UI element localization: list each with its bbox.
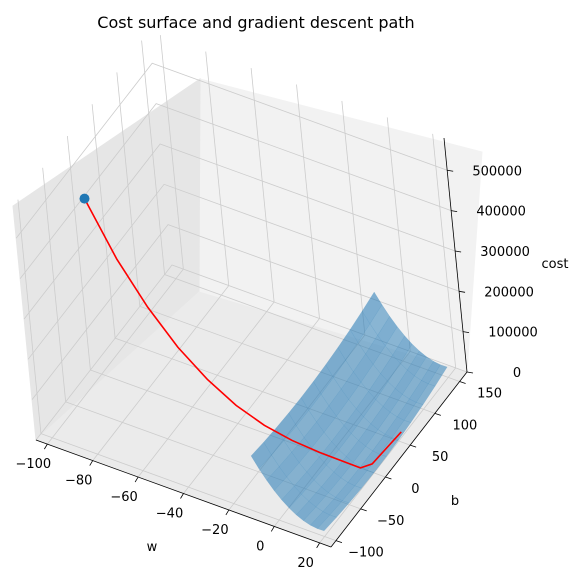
- y-axis-line: [330, 371, 468, 548]
- y-tick-label: −100: [348, 546, 384, 561]
- y-tick: [434, 412, 441, 416]
- surface-facet: [377, 315, 398, 347]
- x-tick-label: 0: [256, 539, 264, 554]
- x-tick: [134, 476, 139, 483]
- surface-facet: [428, 364, 448, 387]
- surface-facet: [392, 335, 413, 364]
- z-tick: [466, 371, 474, 374]
- gradient-path: [83, 198, 402, 469]
- y-tick-label: 50: [432, 450, 449, 465]
- z-tick-label: 500000: [472, 164, 522, 179]
- y-tick: [335, 540, 343, 544]
- tick-marks: [44, 169, 474, 549]
- y-axis-label: b: [451, 494, 459, 509]
- grid-line-z: [19, 103, 452, 279]
- y-tick: [410, 444, 417, 448]
- start-point-marker: [79, 193, 90, 204]
- surface-facet: [361, 291, 383, 325]
- surface-facet: [384, 326, 406, 356]
- x-tick-label: −100: [15, 457, 51, 472]
- grid-line-z: [27, 183, 460, 360]
- z-tick-label: 200000: [484, 285, 534, 300]
- z-tick: [459, 290, 466, 293]
- gradient-path-group: [79, 193, 402, 469]
- x-tick: [316, 542, 320, 549]
- grid-line-z: [23, 143, 456, 320]
- x-tick-label: −20: [201, 523, 228, 538]
- z-tick-label: 400000: [476, 205, 526, 220]
- y-tick: [360, 508, 367, 512]
- chart-title: Cost surface and gradient descent path: [97, 13, 414, 32]
- y-tick-label: −50: [377, 514, 404, 529]
- z-tick-label: 300000: [480, 245, 530, 260]
- z-tick: [447, 169, 454, 172]
- grid-line-z: [15, 62, 448, 239]
- y-tick-label: 0: [411, 482, 419, 497]
- grid-line-z: [31, 224, 464, 400]
- x-axis-label: w: [147, 540, 158, 555]
- y-tick: [459, 381, 466, 384]
- y-tick-label: 100: [452, 418, 477, 433]
- surface-facet: [414, 356, 434, 381]
- z-tick: [455, 250, 462, 253]
- z-tick: [462, 331, 470, 334]
- y-tick-label: 150: [477, 387, 502, 402]
- x-tick-label: −40: [156, 507, 183, 522]
- cost-surface: [250, 291, 448, 532]
- x-tick-label: −80: [65, 474, 92, 489]
- x-tick: [89, 460, 94, 466]
- x-tick: [270, 526, 275, 532]
- x-tick-label: 20: [297, 556, 314, 571]
- z-tick: [451, 210, 458, 213]
- z-tick-label: 100000: [488, 326, 538, 341]
- x-tick: [180, 493, 184, 499]
- x-tick: [225, 509, 230, 516]
- x-tick: [44, 443, 48, 450]
- z-axis-label: cost: [542, 257, 569, 272]
- surface-facet: [421, 361, 441, 385]
- z-tick-label: 0: [513, 366, 521, 381]
- surface-facet: [407, 350, 427, 377]
- x-tick-label: −60: [110, 490, 137, 505]
- tick-labels: −100 −80 −60 −40 −20 0 20 −100 −50 0 50 100 150 0 1000…: [15, 164, 537, 571]
- surface-facet: [399, 343, 420, 371]
- y-tick: [385, 476, 392, 480]
- z-axis-line: [443, 137, 468, 373]
